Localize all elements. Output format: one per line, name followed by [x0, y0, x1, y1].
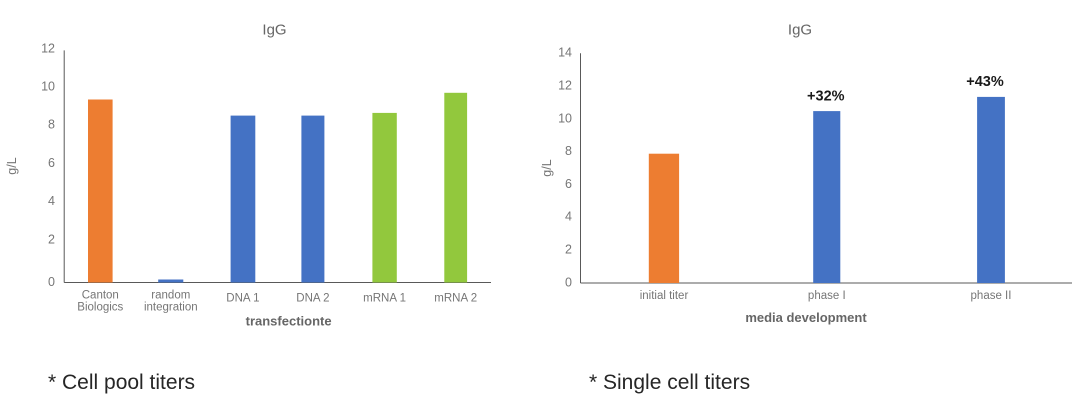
svg-text:+43%: +43%	[966, 74, 1004, 90]
svg-text:integration: integration	[144, 302, 198, 314]
svg-text:4: 4	[48, 194, 55, 208]
svg-text:2: 2	[48, 232, 55, 246]
svg-text:transfectionte: transfectionte	[246, 314, 332, 329]
svg-text:12: 12	[558, 78, 572, 92]
svg-text:6: 6	[48, 156, 55, 170]
svg-text:media development: media development	[745, 310, 867, 325]
svg-text:4: 4	[565, 210, 572, 224]
svg-text:0: 0	[48, 275, 55, 289]
svg-text:2: 2	[565, 242, 572, 256]
svg-text:14: 14	[558, 46, 572, 60]
svg-text:10: 10	[558, 111, 572, 125]
svg-text:* Cell pool titers: * Cell pool titers	[48, 371, 195, 394]
svg-text:initial titer: initial titer	[640, 290, 689, 302]
svg-text:DNA 2: DNA 2	[296, 293, 329, 305]
svg-text:10: 10	[41, 79, 55, 93]
svg-text:mRNA 1: mRNA 1	[363, 293, 406, 305]
svg-text:* Single cell titers: * Single cell titers	[589, 371, 750, 394]
svg-text:phase I: phase I	[808, 290, 846, 302]
svg-text:8: 8	[48, 118, 55, 132]
svg-text:0: 0	[565, 275, 572, 289]
svg-text:g/L: g/L	[541, 159, 554, 176]
svg-text:Canton: Canton	[82, 290, 119, 302]
svg-text:6: 6	[565, 177, 572, 191]
svg-text:12: 12	[41, 41, 55, 55]
svg-text:g/L: g/L	[5, 157, 19, 174]
svg-text:IgG: IgG	[788, 22, 812, 39]
svg-text:phase II: phase II	[971, 290, 1012, 302]
svg-text:random: random	[151, 290, 190, 302]
svg-text:+32%: +32%	[807, 89, 845, 105]
svg-text:DNA 1: DNA 1	[226, 293, 259, 305]
svg-text:IgG: IgG	[262, 22, 286, 39]
svg-text:Biologics: Biologics	[77, 302, 123, 314]
svg-text:8: 8	[565, 144, 572, 158]
svg-text:mRNA 2: mRNA 2	[434, 293, 477, 305]
